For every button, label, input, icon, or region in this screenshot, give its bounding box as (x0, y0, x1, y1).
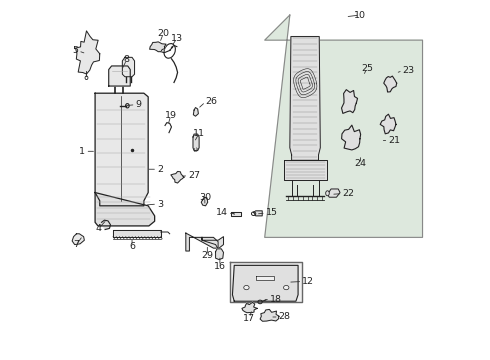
Polygon shape (194, 108, 198, 116)
Text: 15: 15 (266, 208, 278, 217)
Polygon shape (216, 249, 223, 260)
Polygon shape (95, 93, 148, 206)
Polygon shape (201, 197, 208, 206)
Polygon shape (101, 220, 111, 229)
Text: 22: 22 (343, 189, 355, 198)
Polygon shape (256, 276, 274, 280)
Text: 27: 27 (188, 171, 200, 180)
Polygon shape (232, 265, 298, 301)
Text: 11: 11 (193, 129, 205, 138)
Polygon shape (327, 189, 340, 197)
Polygon shape (202, 237, 223, 249)
Text: 23: 23 (403, 66, 415, 75)
Text: 16: 16 (214, 262, 226, 271)
Polygon shape (95, 193, 155, 226)
Text: 10: 10 (354, 10, 366, 19)
Polygon shape (254, 211, 262, 216)
Text: 25: 25 (361, 64, 373, 73)
Text: 5: 5 (72, 46, 78, 55)
Ellipse shape (284, 285, 289, 290)
Text: 6: 6 (129, 242, 135, 251)
Text: 2: 2 (157, 165, 163, 174)
Polygon shape (193, 134, 199, 150)
Polygon shape (231, 212, 242, 216)
Text: 13: 13 (171, 34, 183, 43)
Text: 19: 19 (165, 111, 177, 120)
Ellipse shape (244, 285, 249, 290)
Text: 3: 3 (157, 199, 163, 208)
Text: 29: 29 (201, 251, 213, 260)
Polygon shape (384, 76, 396, 92)
Text: 8: 8 (123, 55, 130, 64)
Text: 17: 17 (244, 314, 255, 323)
Polygon shape (265, 15, 422, 237)
Polygon shape (285, 160, 327, 180)
Ellipse shape (326, 191, 329, 196)
Text: Lᵇ: Lᵇ (193, 148, 198, 153)
Text: 26: 26 (205, 97, 218, 106)
Text: 18: 18 (270, 294, 282, 303)
Polygon shape (186, 233, 218, 251)
Polygon shape (149, 42, 166, 52)
Polygon shape (342, 125, 361, 150)
Text: 7: 7 (74, 240, 79, 249)
Text: 30: 30 (199, 193, 211, 202)
Text: 14: 14 (216, 208, 228, 217)
Text: 24: 24 (354, 159, 367, 168)
Polygon shape (290, 37, 320, 160)
Polygon shape (75, 31, 100, 74)
Polygon shape (171, 171, 184, 183)
Text: 4: 4 (96, 224, 102, 233)
Polygon shape (122, 57, 135, 77)
Text: 12: 12 (302, 277, 315, 286)
Polygon shape (230, 262, 302, 302)
Text: 28: 28 (279, 312, 291, 321)
Polygon shape (109, 66, 130, 86)
Polygon shape (242, 302, 257, 313)
Text: 1: 1 (79, 147, 85, 156)
Polygon shape (380, 114, 396, 134)
Text: 20: 20 (157, 29, 169, 38)
Polygon shape (113, 230, 161, 237)
Text: 9: 9 (136, 100, 142, 109)
Polygon shape (72, 234, 84, 244)
Polygon shape (342, 90, 358, 113)
Polygon shape (260, 310, 279, 321)
Text: 21: 21 (389, 136, 400, 145)
